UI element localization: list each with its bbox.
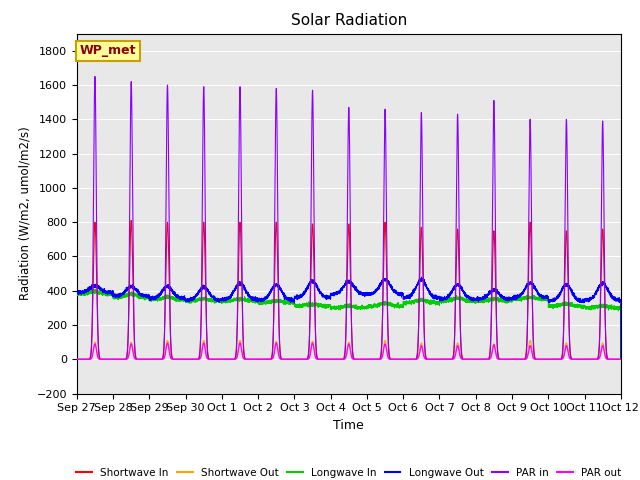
- Legend: Shortwave In, Shortwave Out, Longwave In, Longwave Out, PAR in, PAR out: Shortwave In, Shortwave Out, Longwave In…: [72, 464, 625, 480]
- Text: WP_met: WP_met: [79, 44, 136, 58]
- Y-axis label: Radiation (W/m2, umol/m2/s): Radiation (W/m2, umol/m2/s): [18, 127, 31, 300]
- X-axis label: Time: Time: [333, 419, 364, 432]
- Title: Solar Radiation: Solar Radiation: [291, 13, 407, 28]
